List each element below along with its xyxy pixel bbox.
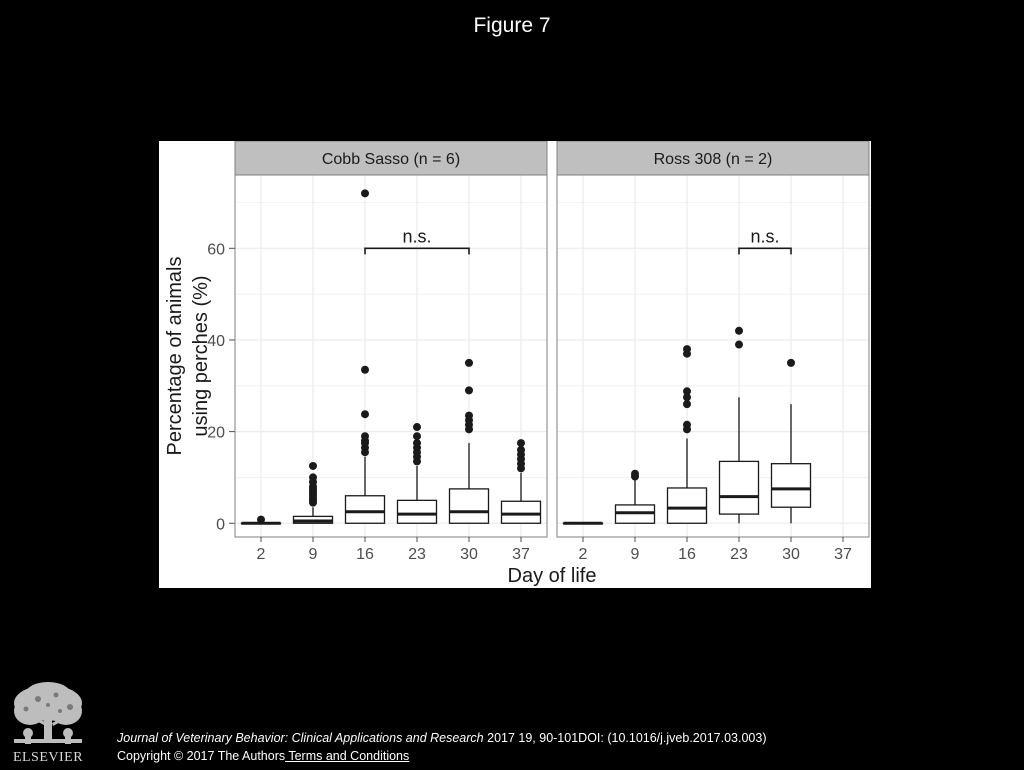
outlier-point [361, 410, 369, 419]
x-tick-label: 37 [512, 546, 530, 563]
outlier-point [735, 326, 743, 335]
terms-and-conditions-link[interactable]: Terms and Conditions [285, 749, 410, 763]
outlier-point [517, 439, 525, 448]
y-tick-label: 40 [207, 333, 225, 350]
plot-panel-border [234, 174, 548, 538]
box-iqr [500, 500, 542, 524]
plot-panel-background [557, 175, 869, 537]
significance-label: n.s. [750, 226, 779, 246]
plot-panel-border [556, 174, 870, 538]
outlier-point [465, 386, 473, 395]
citation: Journal of Veterinary Behavior: Clinical… [117, 731, 766, 745]
elsevier-tree-icon: ELSEVIER [13, 682, 83, 765]
outlier-point [517, 445, 525, 454]
outlier-point [735, 340, 743, 349]
outlier-point [683, 387, 691, 396]
y-tick-label: 0 [216, 516, 225, 533]
boxplot-chart: 0 20 40 60 Percentage of animals using perche… [164, 141, 870, 587]
significance-bracket [738, 247, 792, 255]
plot-panel-background [235, 175, 547, 537]
outlier-point [309, 473, 317, 482]
x-tick-label: 30 [782, 546, 800, 563]
y-axis-title-line: Percentage of animals [164, 256, 186, 455]
outlier-point [683, 420, 691, 429]
outlier-point [787, 358, 795, 367]
citation-journal: Journal of Veterinary Behavior: Clinical… [117, 731, 484, 745]
x-axis-title: Day of life [508, 565, 597, 587]
outlier-point [309, 461, 317, 470]
y-tick-label: 60 [207, 241, 225, 258]
x-tick-label: 9 [309, 546, 318, 563]
x-tick-label: 16 [356, 546, 374, 563]
significance-label: n.s. [402, 226, 431, 246]
box-iqr [718, 460, 760, 515]
outlier-point [361, 189, 369, 198]
outlier-point [361, 365, 369, 374]
y-axis-title-line: using perches (%) [190, 275, 212, 436]
facet-strip-label: Cobb Sasso (n = 6) [322, 151, 460, 168]
x-tick-label: 16 [678, 546, 696, 563]
citation-details: 2017 19, 90-101DOI: (10.1016/j.jveb.2017… [483, 731, 767, 745]
outlier-point [257, 515, 265, 524]
figure-panel: 0 20 40 60 Percentage of animals using perche… [159, 141, 871, 588]
box-iqr [666, 487, 708, 524]
x-tick-label: 37 [834, 546, 852, 563]
box-iqr [396, 499, 438, 524]
y-tick-label: 20 [207, 425, 225, 442]
x-tick-label: 23 [408, 546, 426, 563]
copyright-line: Copyright © 2017 The Authors Terms and C… [117, 749, 409, 763]
outlier-point [465, 411, 473, 420]
publisher-logo: ELSEVIER [8, 681, 88, 765]
x-tick-label: 30 [460, 546, 478, 563]
outlier-point [413, 439, 421, 448]
box-iqr [344, 495, 386, 524]
box-iqr [770, 463, 812, 508]
outlier-point [683, 345, 691, 354]
outlier-point [683, 400, 691, 409]
outlier-point [683, 393, 691, 402]
facet-strip-label: Ross 308 (n = 2) [654, 151, 773, 168]
x-tick-label: 9 [631, 546, 640, 563]
outlier-point [361, 432, 369, 441]
outlier-point [631, 469, 639, 478]
publisher-wordmark: ELSEVIER [13, 750, 83, 765]
outlier-point [413, 432, 421, 441]
outlier-point [465, 358, 473, 367]
x-tick-label: 23 [730, 546, 748, 563]
x-tick-label: 2 [257, 546, 266, 563]
copyright-text: Copyright © 2017 The Authors [117, 749, 286, 763]
figure-title: Figure 7 [473, 14, 551, 37]
significance-bracket [364, 247, 470, 255]
outlier-point [413, 423, 421, 432]
x-tick-label: 2 [579, 546, 588, 563]
box-iqr [448, 488, 490, 524]
